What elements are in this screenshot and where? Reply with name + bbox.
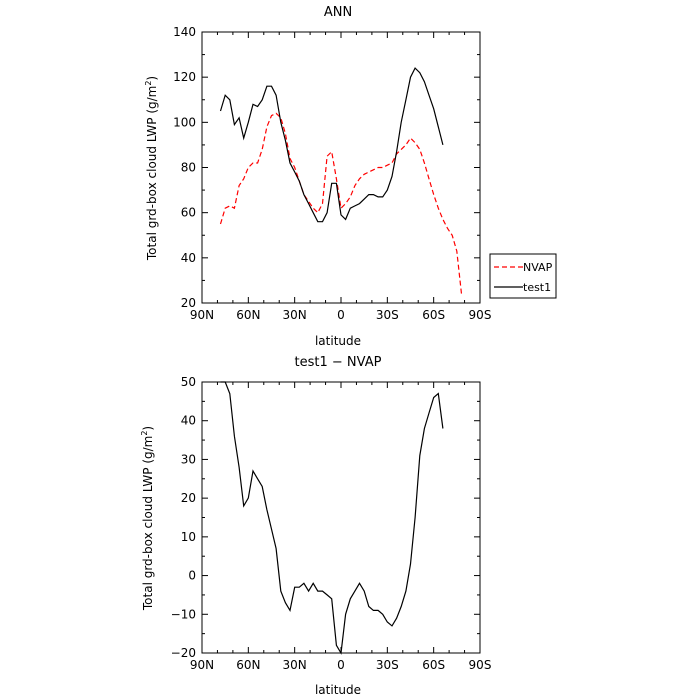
top-y-tick-label: 20 (181, 296, 196, 310)
top-chart-ylabel: Total grd-box cloud LWP (g/m2) (144, 76, 159, 261)
bottom-x-tick-label: 90N (190, 658, 214, 672)
bottom-series-difference-line (220, 381, 444, 655)
bottom-chart-ylabel-main: Total grd-box cloud LWP (g/m (141, 436, 155, 611)
top-chart-ticks: 90N 60N 30N 0 30S 60S 90S 20 40 60 80 100 120 140 (173, 25, 491, 322)
top-y-tick-label: 40 (181, 251, 196, 265)
bottom-y-tick-label: 50 (181, 375, 196, 389)
bottom-y-tick-label: 10 (181, 530, 196, 544)
bottom-chart-title: test1 − NVAP (295, 355, 382, 370)
top-series-nvap-line (219, 112, 463, 295)
bottom-x-tick-label: 60N (236, 658, 260, 672)
bottom-y-tick-label: −10 (171, 607, 196, 621)
bottom-x-tick-label: 30S (376, 658, 399, 672)
bottom-chart-xlabel: latitude (315, 683, 361, 697)
bottom-y-tick-label: 40 (181, 414, 196, 428)
bottom-chart-ylabel-sup: 2 (140, 431, 149, 436)
bottom-chart-panel: test1 − NVAP 90N 60N 30N 0 30S 60S 90S −20 −10 0 1… (140, 355, 491, 697)
bottom-y-tick-label: −20 (171, 646, 196, 660)
top-chart-legend: NVAP test1 (489, 253, 557, 299)
top-y-tick-label: 140 (173, 25, 196, 39)
top-chart-ylabel-tail: ) (145, 76, 159, 81)
top-x-tick-label: 60S (422, 308, 445, 322)
top-y-tick-label: 80 (181, 161, 196, 175)
top-x-tick-label: 60N (236, 308, 260, 322)
legend-box (489, 253, 557, 299)
bottom-y-tick-label: 30 (181, 452, 196, 466)
top-chart-ylabel-sup: 2 (144, 81, 153, 86)
top-series-test1-line (219, 67, 444, 223)
top-x-tick-label: 0 (337, 308, 345, 322)
top-chart-frame (201, 31, 481, 304)
bottom-chart-series (220, 381, 444, 655)
bottom-y-tick-label: 20 (181, 491, 196, 505)
top-chart-series (219, 67, 463, 295)
top-x-tick-label: 90S (469, 308, 492, 322)
top-y-tick-label: 120 (173, 70, 196, 84)
bottom-x-tick-label: 0 (337, 658, 345, 672)
bottom-chart-ylabel-tail: ) (141, 426, 155, 431)
bottom-x-tick-label: 90S (469, 658, 492, 672)
top-chart-ylabel-main: Total grd-box cloud LWP (g/m (145, 86, 159, 261)
top-chart-panel: ANN 90N 60N 30N 0 30S 60S 90S 20 40 60 80 100 120 140… (144, 5, 557, 348)
top-x-tick-label: 30S (376, 308, 399, 322)
top-y-tick-label: 60 (181, 206, 196, 220)
bottom-chart-ylabel: Total grd-box cloud LWP (g/m2) (140, 426, 155, 611)
bottom-y-tick-label: 0 (188, 569, 196, 583)
top-x-tick-label: 90N (190, 308, 214, 322)
bottom-x-tick-label: 60S (422, 658, 445, 672)
top-chart-title: ANN (324, 5, 352, 20)
top-y-tick-label: 100 (173, 115, 196, 129)
legend-nvap-label: NVAP (523, 261, 553, 274)
bottom-chart-frame (201, 381, 481, 654)
top-chart-xlabel: latitude (315, 334, 361, 348)
top-x-tick-label: 30N (283, 308, 307, 322)
legend-test1-label: test1 (523, 281, 551, 294)
bottom-x-tick-label: 30N (283, 658, 307, 672)
bottom-chart-ticks: 90N 60N 30N 0 30S 60S 90S −20 −10 0 10 20 30 40 50 (171, 375, 492, 672)
